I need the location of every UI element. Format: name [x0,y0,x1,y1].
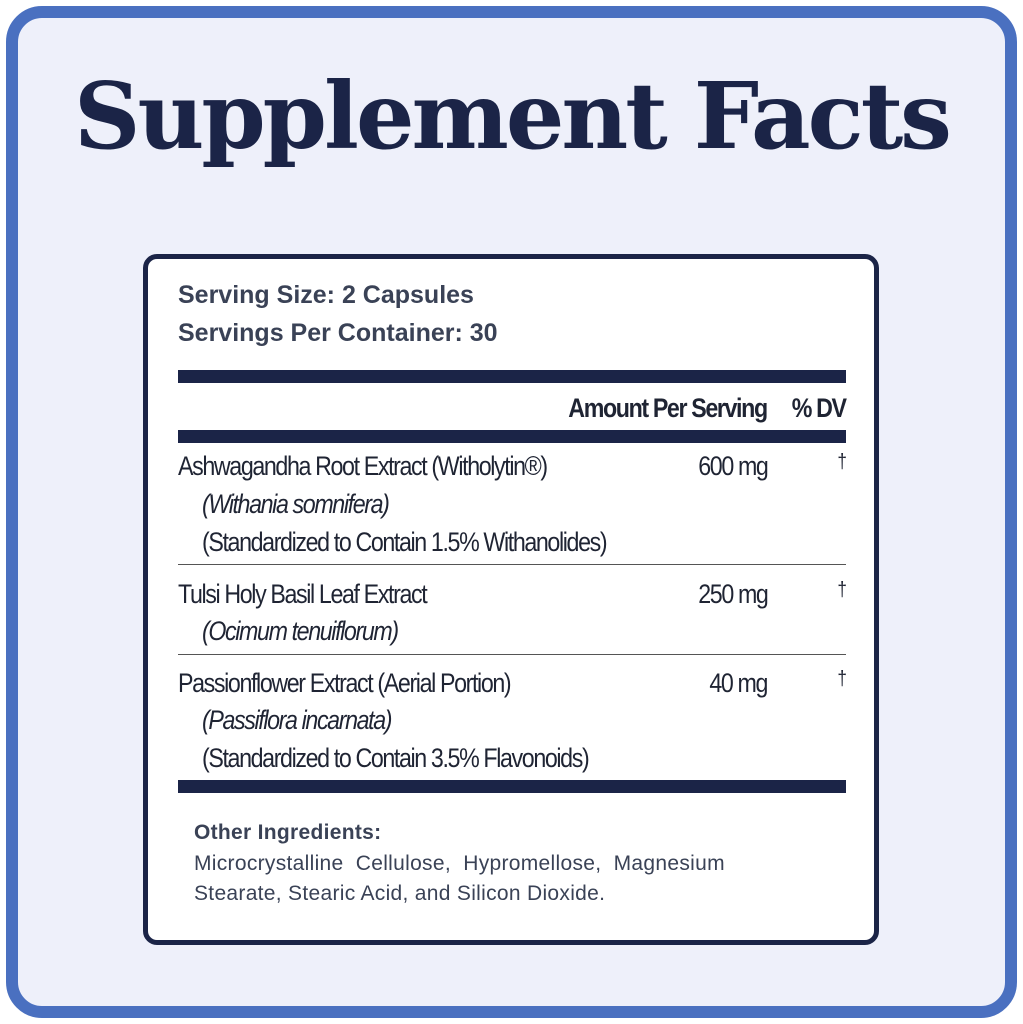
ingredient-dv: † [837,668,848,690]
ingredient-amount: 250 mg [697,579,769,609]
amount-header: Amount Per Serving [568,393,769,423]
row-divider [178,564,846,565]
row-divider [178,654,846,655]
ingredient-latin: (Passiflora incarnata) [202,705,392,735]
dv-header: % DV [792,393,847,423]
ingredient-latin: (Withania somnifera) [202,489,390,519]
other-ingredients-label: Other Ingredients: [194,821,382,844]
ingredient-amount: 600 mg [697,451,769,481]
supplement-facts-panel: Serving Size: 2 Capsules Servings Per Co… [143,254,879,945]
page-title: Supplement Facts [74,62,952,170]
ingredient-dv: † [837,579,848,601]
ingredient-name: Tulsi Holy Basil Leaf Extract [178,579,428,609]
divider-bar [178,780,846,793]
ingredient-name: Passionflower Extract (Aerial Portion) [178,668,512,698]
other-ingredients-text: Stearate, Stearic Acid, and Silicon Diox… [194,882,606,905]
ingredient-note: (Standardized to Contain 1.5% Withanolid… [202,527,608,557]
servings-per-container: Servings Per Container: 30 [178,319,498,347]
divider-bar [178,430,846,443]
ingredient-note: (Standardized to Contain 3.5% Flavonoids… [202,743,590,773]
ingredient-latin: (Ocimum tenuiflorum) [202,616,399,646]
ingredient-name: Ashwagandha Root Extract (Witholytin®) [178,451,548,481]
ingredient-amount: 40 mg [709,668,768,698]
ingredient-dv: † [837,451,848,473]
serving-size: Serving Size: 2 Capsules [178,281,474,309]
other-ingredients-text: Microcrystalline Cellulose, Hypromellose… [194,852,725,875]
divider-bar [178,370,846,383]
